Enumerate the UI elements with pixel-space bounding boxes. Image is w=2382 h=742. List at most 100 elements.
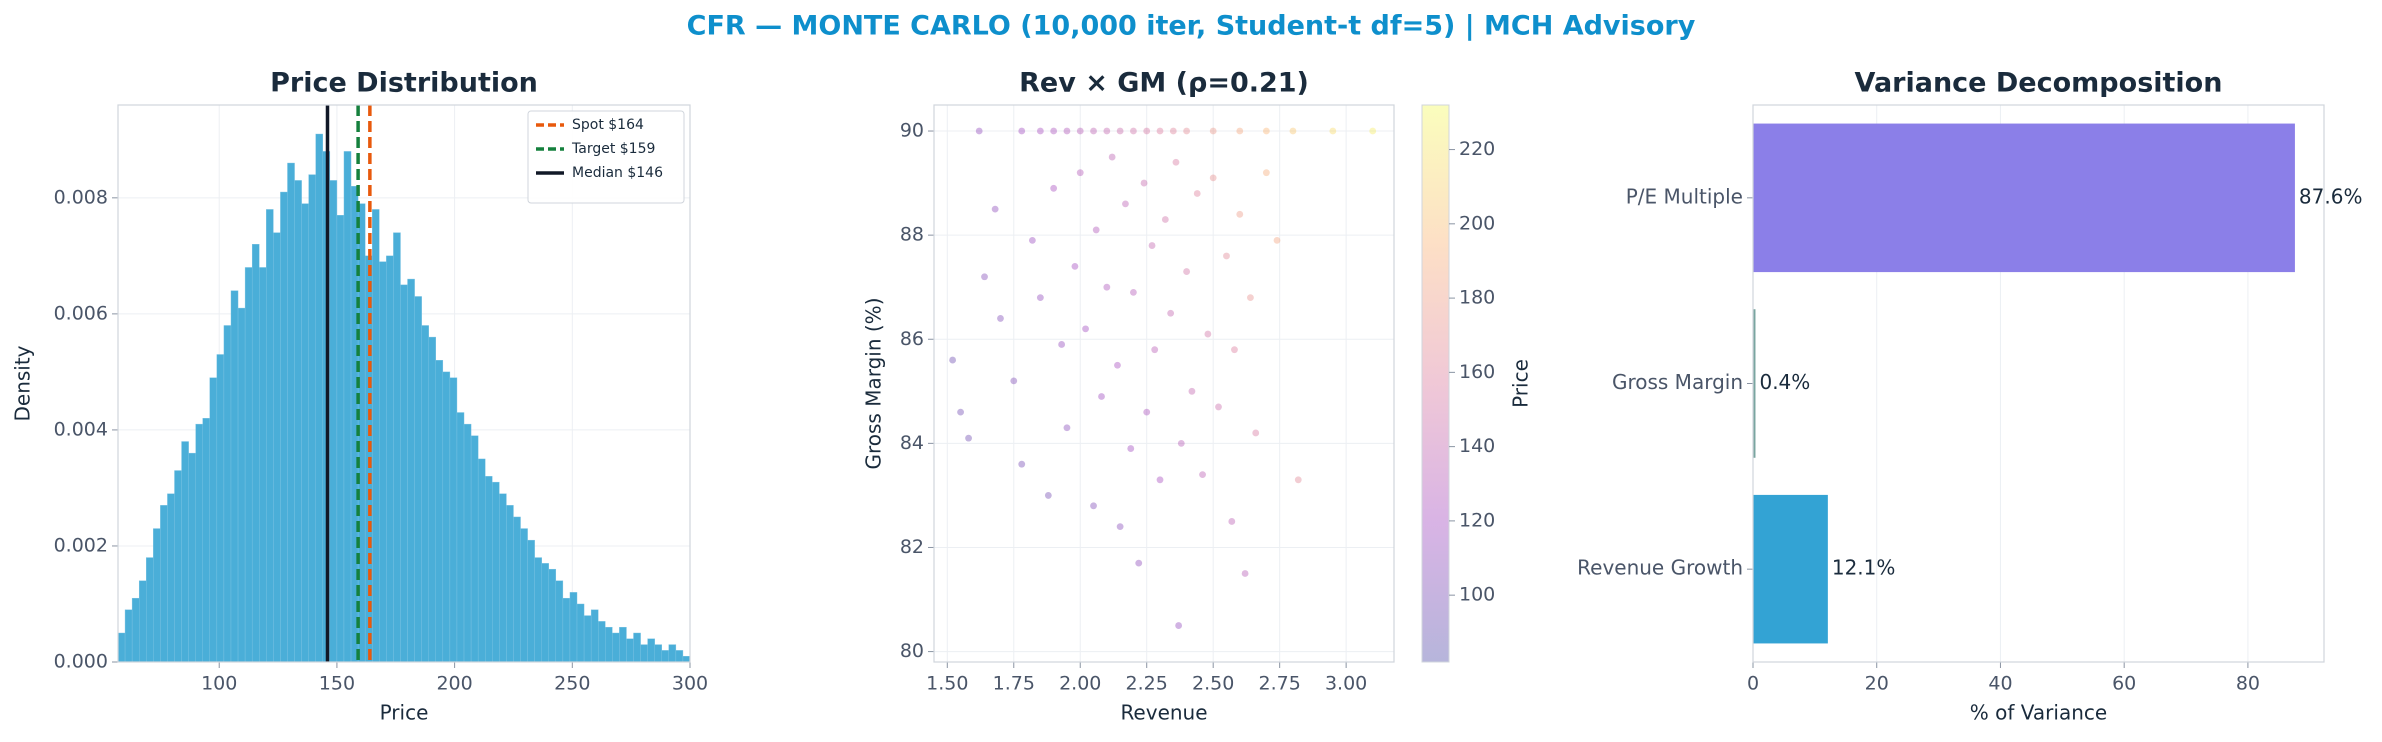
histogram-bar — [400, 284, 408, 663]
axes-frame — [117, 104, 691, 663]
histogram-bar — [605, 626, 613, 663]
scatter-point — [1294, 476, 1302, 484]
x-tick-label: 60 — [2112, 673, 2136, 695]
histogram-bar — [386, 255, 394, 663]
y-tick-label: 90 — [900, 120, 924, 142]
colorbar — [1421, 104, 1450, 663]
y-tick-label: 82 — [900, 536, 924, 558]
histogram-bar — [230, 290, 239, 663]
histogram-bar — [675, 650, 684, 663]
x-tick-label: 3.00 — [1325, 673, 1367, 695]
scatter-point — [1044, 492, 1052, 499]
scatter-point — [1169, 127, 1177, 135]
histogram-bar — [379, 261, 387, 663]
scatter-point — [1172, 158, 1180, 166]
histogram-bar — [661, 650, 670, 663]
scatter-point — [1156, 476, 1164, 484]
scatter-point — [1116, 523, 1124, 531]
scatter-point — [1122, 200, 1129, 208]
colorbar-tick-label: 180 — [1459, 287, 1495, 309]
scatter-point — [1082, 325, 1089, 333]
histogram-bar — [590, 609, 599, 663]
histogram-bar — [160, 505, 168, 663]
value-label: 12.1% — [1832, 556, 1896, 580]
colorbar-tick-label: 120 — [1459, 509, 1495, 531]
axes-title: Price Distribution — [270, 68, 538, 99]
histogram-bar — [244, 267, 253, 663]
scatter-point — [1175, 622, 1183, 629]
colorbar-tick-label: 200 — [1459, 212, 1495, 234]
histogram-bar — [647, 638, 655, 663]
histogram-bar — [477, 458, 486, 663]
scatter-point — [1114, 361, 1121, 369]
scatter-point — [1063, 127, 1071, 135]
scatter-point — [1058, 341, 1066, 348]
scatter-point — [1071, 262, 1079, 270]
y-tick-label: Revenue Growth — [1577, 556, 1743, 580]
histogram-bar — [463, 423, 472, 663]
scatter-point — [1188, 387, 1196, 395]
scatter-point — [1151, 346, 1159, 354]
y-tick-label: 0.004 — [54, 418, 108, 440]
histogram-bar — [534, 557, 542, 663]
colorbar-tick-label: 160 — [1459, 361, 1495, 383]
bar — [1753, 123, 2295, 273]
histogram-bar — [287, 162, 295, 663]
x-tick-label: 200 — [436, 673, 472, 695]
histogram-bar — [131, 597, 140, 663]
histogram-bar — [202, 418, 211, 663]
scatter-point — [957, 408, 964, 416]
histogram-bar — [216, 354, 225, 663]
histogram-bar — [117, 632, 126, 663]
y-tick-label: 80 — [900, 640, 924, 662]
scatter-point — [1247, 294, 1254, 302]
scatter-point — [1369, 127, 1377, 135]
y-tick-label: 0.008 — [54, 186, 108, 208]
y-tick-label: 86 — [900, 328, 924, 350]
scatter-point — [1223, 252, 1230, 260]
histogram-bar — [251, 244, 260, 663]
scatter-point — [1108, 153, 1116, 161]
scatter-point — [965, 434, 972, 442]
colorbar-tick-label: 100 — [1459, 584, 1495, 606]
scatter-point — [1289, 127, 1297, 135]
scatter-point — [1076, 127, 1084, 135]
histogram-bar — [640, 644, 648, 663]
scatter-point — [1130, 289, 1137, 296]
x-tick-label: 150 — [319, 673, 355, 695]
x-tick-label: 2.00 — [1059, 673, 1101, 695]
histogram-bar — [555, 580, 564, 663]
scatter-point — [1183, 127, 1191, 135]
histogram-bar — [294, 180, 302, 663]
scatter-point — [1036, 294, 1044, 302]
histogram-bar — [612, 632, 620, 663]
histogram-bar — [407, 278, 415, 663]
x-tick-label: 0 — [1747, 673, 1759, 695]
scatter-point — [1143, 127, 1151, 135]
histogram-bar — [188, 452, 196, 663]
axes-frame — [933, 104, 1395, 663]
histogram-bar — [329, 180, 338, 663]
histogram-bar — [626, 638, 634, 663]
x-axis-label: Price — [380, 701, 429, 725]
histogram-bar — [513, 516, 521, 663]
scatter-point — [1204, 330, 1212, 338]
x-tick-label: 2.75 — [1259, 673, 1301, 695]
x-tick-label: 2.25 — [1126, 673, 1168, 695]
histogram-bar — [520, 528, 528, 663]
histogram-bar — [562, 597, 571, 663]
scatter-point — [1092, 226, 1100, 234]
colorbar-tick-label: 140 — [1459, 435, 1495, 457]
scatter-point — [981, 273, 988, 281]
histogram-bar — [435, 360, 444, 663]
y-tick-label: 0.006 — [54, 302, 108, 324]
scatter-point — [1209, 127, 1217, 135]
scatter-point — [975, 127, 983, 135]
scatter-point — [1156, 127, 1164, 135]
y-axis-label: Price — [1509, 359, 1533, 408]
scatter-point — [1103, 127, 1111, 135]
y-axis-label: Density — [11, 345, 35, 421]
scatter-point — [1252, 429, 1260, 437]
histogram-bar — [492, 481, 500, 663]
